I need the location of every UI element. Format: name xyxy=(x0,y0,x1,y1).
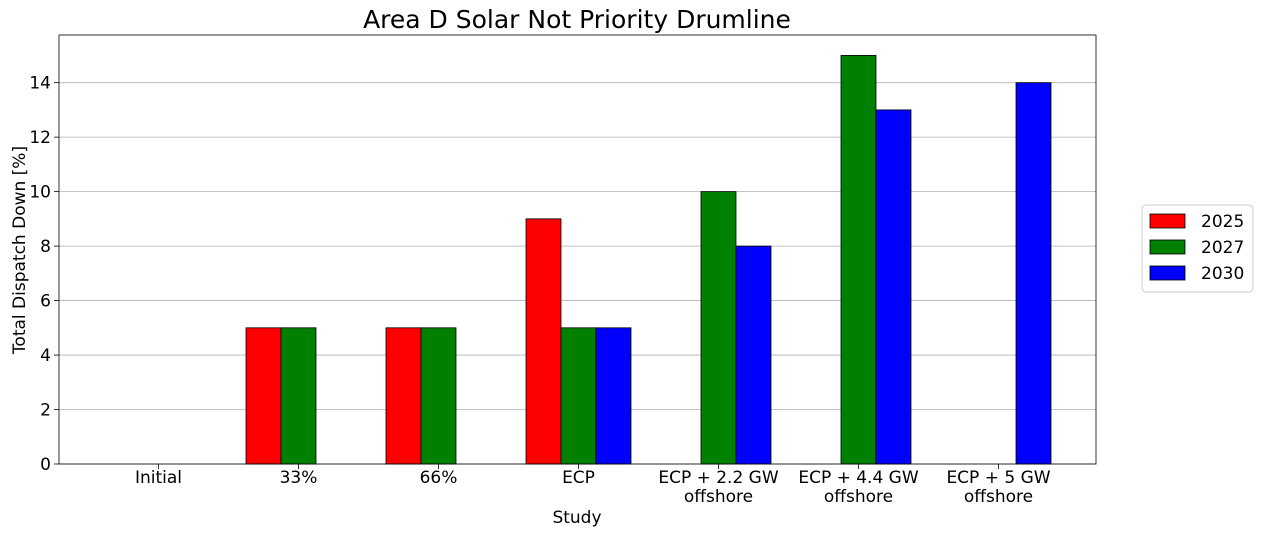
bar-2030 xyxy=(595,327,632,465)
y-axis-label: Total Dispatch Down [%] xyxy=(10,146,30,355)
bar-2030 xyxy=(735,245,772,465)
legend-swatch-2027 xyxy=(1149,239,1186,255)
bar-2027 xyxy=(420,327,457,465)
y-axis-ticks: 0 2 4 6 8 10 12 14 xyxy=(29,74,59,475)
bar-2030 xyxy=(1015,82,1052,465)
plot-frame xyxy=(58,34,1097,465)
bar-2030 xyxy=(875,109,912,465)
y-tick-label: 14 xyxy=(29,74,51,94)
x-tick-label: ECP xyxy=(562,468,595,488)
bar-2027 xyxy=(280,327,317,465)
x-tick-label: ECP + 4.4 GW xyxy=(798,468,919,488)
bar-2027 xyxy=(840,55,877,465)
x-tick-label: 33% xyxy=(280,468,318,488)
y-tick-label: 4 xyxy=(40,346,51,366)
x-tick-label: ECP + 5 GW xyxy=(946,468,1050,488)
legend-label-2027: 2027 xyxy=(1201,238,1244,258)
x-tick-label: Initial xyxy=(135,468,182,488)
x-axis-ticks: Initial 33% 66% ECP ECP + 2.2 GWoffshoreECP … xyxy=(135,464,1051,507)
y-tick-label: 6 xyxy=(40,292,51,312)
bars xyxy=(245,55,1052,465)
x-tick-label: offshore xyxy=(824,487,893,507)
x-tick-label: 66% xyxy=(420,468,458,488)
x-tick-label: ECP + 2.2 GW xyxy=(658,468,779,488)
chart-title: Area D Solar Not Priority Drumline xyxy=(363,5,791,34)
y-tick-label: 0 xyxy=(40,455,51,475)
y-tick-label: 2 xyxy=(40,401,51,421)
legend-label-2025: 2025 xyxy=(1201,212,1244,232)
bar-2025 xyxy=(525,218,562,465)
x-tick-label: offshore xyxy=(684,487,753,507)
x-axis-label: Study xyxy=(552,508,601,528)
y-tick-label: 8 xyxy=(40,237,51,257)
legend-swatch-2030 xyxy=(1149,265,1186,281)
x-tick-label: offshore xyxy=(964,487,1033,507)
y-tick-label: 10 xyxy=(29,183,51,203)
y-tick-label: 12 xyxy=(29,128,51,148)
legend-label-2030: 2030 xyxy=(1201,264,1244,284)
bar-2027 xyxy=(700,191,737,465)
bar-2025 xyxy=(245,327,282,465)
bar-2027 xyxy=(560,327,597,465)
bar-2025 xyxy=(385,327,422,465)
legend: 2025 2027 2030 xyxy=(1141,204,1254,293)
legend-swatch-2025 xyxy=(1149,213,1186,229)
